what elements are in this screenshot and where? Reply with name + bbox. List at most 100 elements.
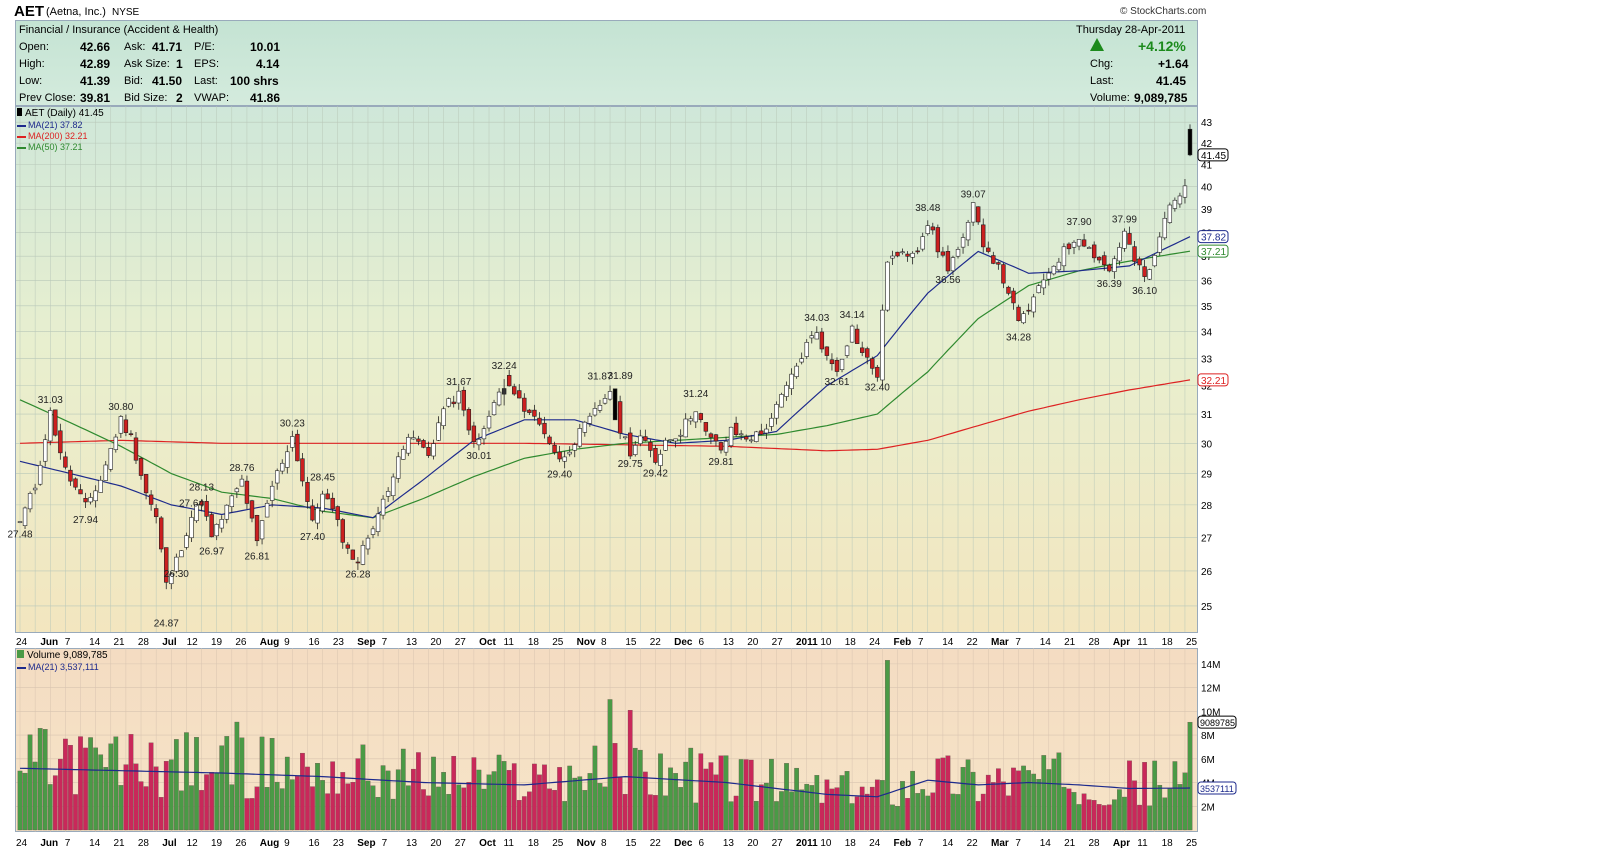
volume-bar	[83, 747, 88, 831]
candle	[829, 359, 835, 365]
candle	[43, 439, 48, 462]
volume-bar	[365, 780, 371, 831]
volume-bar	[456, 784, 462, 831]
candle	[1006, 286, 1011, 294]
volume-bar	[708, 762, 714, 831]
candle	[486, 415, 492, 429]
volume-bar	[844, 771, 850, 831]
candle	[295, 433, 300, 462]
volume-bar	[496, 754, 502, 831]
price-annotation: 30.01	[466, 451, 491, 462]
x-axis-label: 14	[1040, 838, 1052, 849]
candle	[68, 469, 73, 482]
x-axis-label: 14	[1040, 637, 1052, 648]
volume-bar	[274, 781, 280, 831]
line-legend-icon	[17, 146, 26, 149]
x-axis-label: 7	[918, 838, 924, 849]
volume-bar	[900, 781, 905, 831]
candle	[421, 440, 426, 448]
candle	[673, 438, 678, 442]
volume-bar	[627, 709, 633, 831]
candle	[229, 495, 235, 507]
candle	[693, 411, 698, 423]
volume-bar	[57, 758, 63, 831]
candle	[219, 519, 224, 529]
candle	[895, 251, 900, 257]
volume-bar	[42, 729, 48, 831]
x-axis-label: 7	[65, 637, 71, 648]
candle	[143, 474, 149, 494]
price-annotation: 31.03	[38, 395, 63, 406]
volume-bar	[73, 794, 78, 831]
price-annotation: 26.97	[199, 546, 224, 557]
volume-bar	[68, 744, 73, 831]
candle	[915, 250, 920, 253]
quote-panel	[15, 20, 1198, 106]
candle	[83, 498, 88, 503]
x-axis-label: 27	[772, 637, 784, 648]
volume-bar	[168, 759, 174, 831]
candle	[1172, 199, 1178, 209]
volume-bar	[47, 784, 53, 831]
candle	[471, 425, 477, 442]
candle	[965, 222, 971, 241]
x-axis-label: Sep	[357, 838, 375, 849]
x-axis-label: 7	[382, 838, 388, 849]
price-annotation: 31.87	[587, 371, 612, 382]
price-axis-tick: 34	[1201, 328, 1213, 339]
price-annotation: 27.64	[179, 498, 204, 509]
candle	[179, 550, 184, 558]
x-axis-label: 28	[138, 637, 150, 648]
x-axis-label: 24	[16, 838, 28, 849]
candle	[905, 253, 910, 257]
volume-bar	[421, 789, 426, 831]
volume-bar	[138, 781, 144, 831]
up-arrow-icon	[1090, 38, 1104, 51]
volume-bar	[446, 794, 452, 831]
volume-bar	[728, 801, 734, 831]
volume-bar	[269, 738, 275, 831]
candle	[698, 413, 704, 420]
volume-bar	[1117, 789, 1122, 831]
volume-bar	[1061, 786, 1067, 831]
volume-bar	[607, 699, 613, 831]
x-axis-label: Oct	[479, 838, 496, 849]
volume-bar	[158, 797, 164, 831]
candle	[562, 456, 567, 462]
candle	[63, 456, 68, 468]
volume-axis-tick: 12M	[1201, 684, 1220, 695]
x-axis-label: 27	[455, 637, 467, 648]
candle	[133, 437, 139, 461]
volume-bar	[511, 763, 517, 831]
candle	[37, 464, 43, 485]
volume-bar	[325, 793, 330, 831]
chg-label: Chg:	[1090, 58, 1114, 70]
volume-bar	[234, 721, 240, 831]
candle	[799, 358, 804, 363]
volume-bar	[1127, 760, 1132, 831]
candle	[1102, 255, 1107, 266]
legend-volume-label: Volume 9,089,785	[27, 650, 108, 661]
volume-bar	[521, 796, 527, 831]
x-axis-label: 13	[406, 838, 418, 849]
volume-bar	[1112, 799, 1117, 831]
price-axis-tick: 32	[1201, 382, 1213, 393]
volume-bar	[380, 765, 386, 831]
candle	[582, 421, 588, 433]
bar-legend-icon	[17, 650, 24, 658]
volume-bar	[809, 785, 815, 831]
x-axis-label: 2011	[796, 838, 818, 849]
candle	[587, 415, 593, 424]
volume-bar	[542, 764, 547, 831]
volume-bar	[1056, 752, 1062, 831]
volume-bar	[915, 793, 921, 831]
volume-bar	[764, 782, 769, 831]
x-axis-label: Jun	[40, 637, 58, 648]
candle	[184, 535, 189, 548]
ask-label: Ask:	[124, 41, 146, 53]
volume-bar	[37, 728, 43, 831]
volume-bar	[824, 779, 830, 831]
brand-link[interactable]: © StockCharts.com	[1120, 6, 1207, 17]
x-axis-label: 28	[138, 838, 150, 849]
candle	[885, 261, 890, 311]
